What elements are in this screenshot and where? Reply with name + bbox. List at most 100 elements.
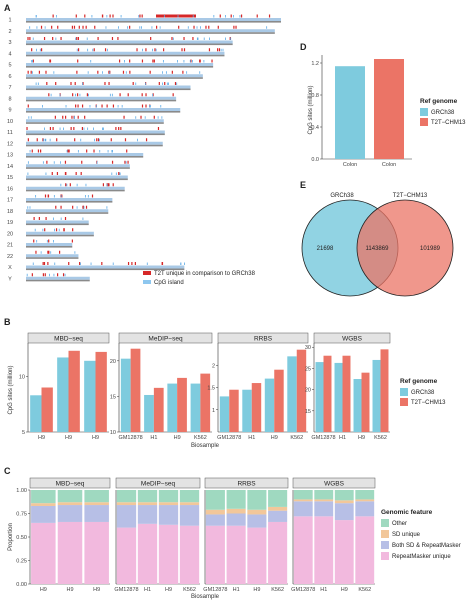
t2t-unique-mark: [119, 93, 121, 97]
chrom-label: 18: [7, 209, 13, 215]
cpg-island-mark: [180, 262, 182, 265]
t2t-unique-mark: [67, 149, 69, 153]
panel-b-cpg-bar-chart: B MBD−seq 5 10 H9 H9 H9 MeDIP−seq 10 15 20 GM12878 H…: [4, 317, 446, 449]
t2t-unique-mark: [52, 14, 54, 18]
y-tick-label: 2: [212, 363, 215, 369]
cpg-island-mark: [46, 240, 48, 243]
cpg-island-mark: [87, 48, 89, 52]
chromosome-bar: [26, 108, 181, 111]
t2t-unique-mark: [129, 25, 131, 29]
chromosome-baseline: [26, 77, 203, 79]
chrom-label: 20: [7, 231, 13, 237]
x-tick-label: H9: [165, 587, 172, 593]
cpg-island-mark: [94, 138, 95, 142]
cpg-island-mark: [196, 26, 198, 29]
chrom-label: 16: [7, 186, 13, 192]
bar-t2t: [229, 389, 239, 432]
t2t-unique-mark: [153, 59, 155, 63]
stack-segment: [57, 521, 83, 584]
t2t-unique-mark: [171, 37, 173, 40]
cpg-island-mark: [163, 15, 165, 18]
legend-title: Genomic feature: [381, 509, 433, 516]
stack-segment: [31, 503, 56, 506]
t2t-unique-mark: [43, 262, 46, 265]
cpg-island-mark: [44, 127, 45, 130]
t2t-unique-mark: [117, 37, 119, 40]
cpg-island-mark: [220, 48, 222, 52]
y-tick-label: 0.00: [16, 582, 27, 588]
cpg-island-mark: [75, 93, 76, 97]
x-tick-label: GM12878: [311, 435, 335, 441]
t2t-unique-mark: [112, 183, 114, 187]
cpg-island-mark: [32, 37, 34, 40]
t2t-unique-mark: [55, 205, 57, 209]
t2t-unique-mark: [49, 59, 52, 63]
t2t-unique-mark: [123, 115, 125, 119]
stack-segment: [179, 505, 200, 526]
venn-circle-t2t: [356, 199, 454, 297]
t2t-unique-mark: [56, 138, 58, 142]
chromosome-bar: [26, 209, 109, 213]
t2t-unique-mark: [44, 273, 46, 277]
y-tick-label: 0.8: [311, 93, 319, 99]
cpg-island-mark: [112, 262, 114, 265]
cpg-island-mark: [49, 138, 51, 142]
t2t-unique-mark: [81, 104, 84, 108]
stack-segment: [116, 502, 137, 506]
x-axis-title: Biosample: [191, 594, 220, 600]
cpg-island-mark: [176, 82, 178, 85]
y-axis-title: Proportion: [8, 523, 14, 551]
panel-label-a: A: [4, 3, 11, 13]
facet-title: WGBS: [324, 481, 345, 488]
chromosome-bar: [26, 265, 185, 269]
cpg-island-mark: [192, 15, 194, 18]
t2t-unique-mark: [65, 172, 67, 175]
stack-segment: [158, 524, 179, 584]
t2t-unique-mark: [33, 217, 35, 220]
cpg-island-mark: [87, 127, 89, 130]
t2t-unique-mark: [76, 93, 79, 97]
bar-grch38: [353, 379, 362, 432]
t2t-unique-mark: [235, 25, 237, 29]
cpg-island-mark: [135, 82, 137, 85]
y-axis-title: CpG sites (million): [8, 365, 14, 414]
bar-t2t: [296, 349, 307, 432]
t2t-unique-mark: [112, 14, 114, 18]
stack-segment: [84, 521, 109, 584]
cpg-island-mark: [120, 15, 122, 18]
t2t-unique-mark: [71, 25, 74, 29]
t2t-unique-mark: [106, 104, 108, 108]
t2t-unique-mark: [49, 127, 52, 130]
t2t-unique-mark: [31, 149, 33, 153]
x-tick-label: H9: [65, 435, 72, 441]
t2t-unique-mark: [55, 82, 57, 85]
facet-title: WGBS: [342, 336, 363, 343]
stack-segment: [226, 513, 246, 526]
t2t-unique-mark: [55, 228, 58, 232]
stack-segment: [57, 502, 83, 506]
y-tick-label: 0.75: [16, 512, 27, 518]
cpg-island-mark: [111, 172, 113, 175]
cpg-island-mark: [99, 150, 101, 153]
cpg-island-mark: [84, 195, 86, 198]
stack-segment: [247, 514, 267, 528]
chromosome-bar: [26, 254, 79, 258]
panel-e-venn-diagram: E GRCh38 T2T−CHM13 21698 1143869 101989: [300, 180, 454, 297]
t2t-unique-mark: [77, 104, 79, 108]
cpg-island-mark: [40, 251, 42, 254]
x-tick-label: H9: [174, 435, 181, 441]
cpg-island-mark: [64, 273, 66, 277]
x-tick-label: K562: [271, 587, 284, 593]
t2t-unique-mark: [94, 25, 96, 29]
stack-segment: [268, 510, 288, 522]
panel-label-e: E: [300, 180, 306, 190]
stack-segment: [247, 509, 267, 515]
t2t-unique-mark: [36, 138, 38, 142]
t2t-unique-mark: [40, 25, 43, 29]
t2t-unique-mark: [86, 93, 89, 97]
t2t-unique-mark: [72, 93, 74, 97]
cpg-island-mark: [98, 138, 100, 142]
t2t-unique-mark: [150, 37, 152, 40]
cpg-island-mark: [27, 161, 29, 164]
t2t-unique-mark: [82, 82, 84, 85]
